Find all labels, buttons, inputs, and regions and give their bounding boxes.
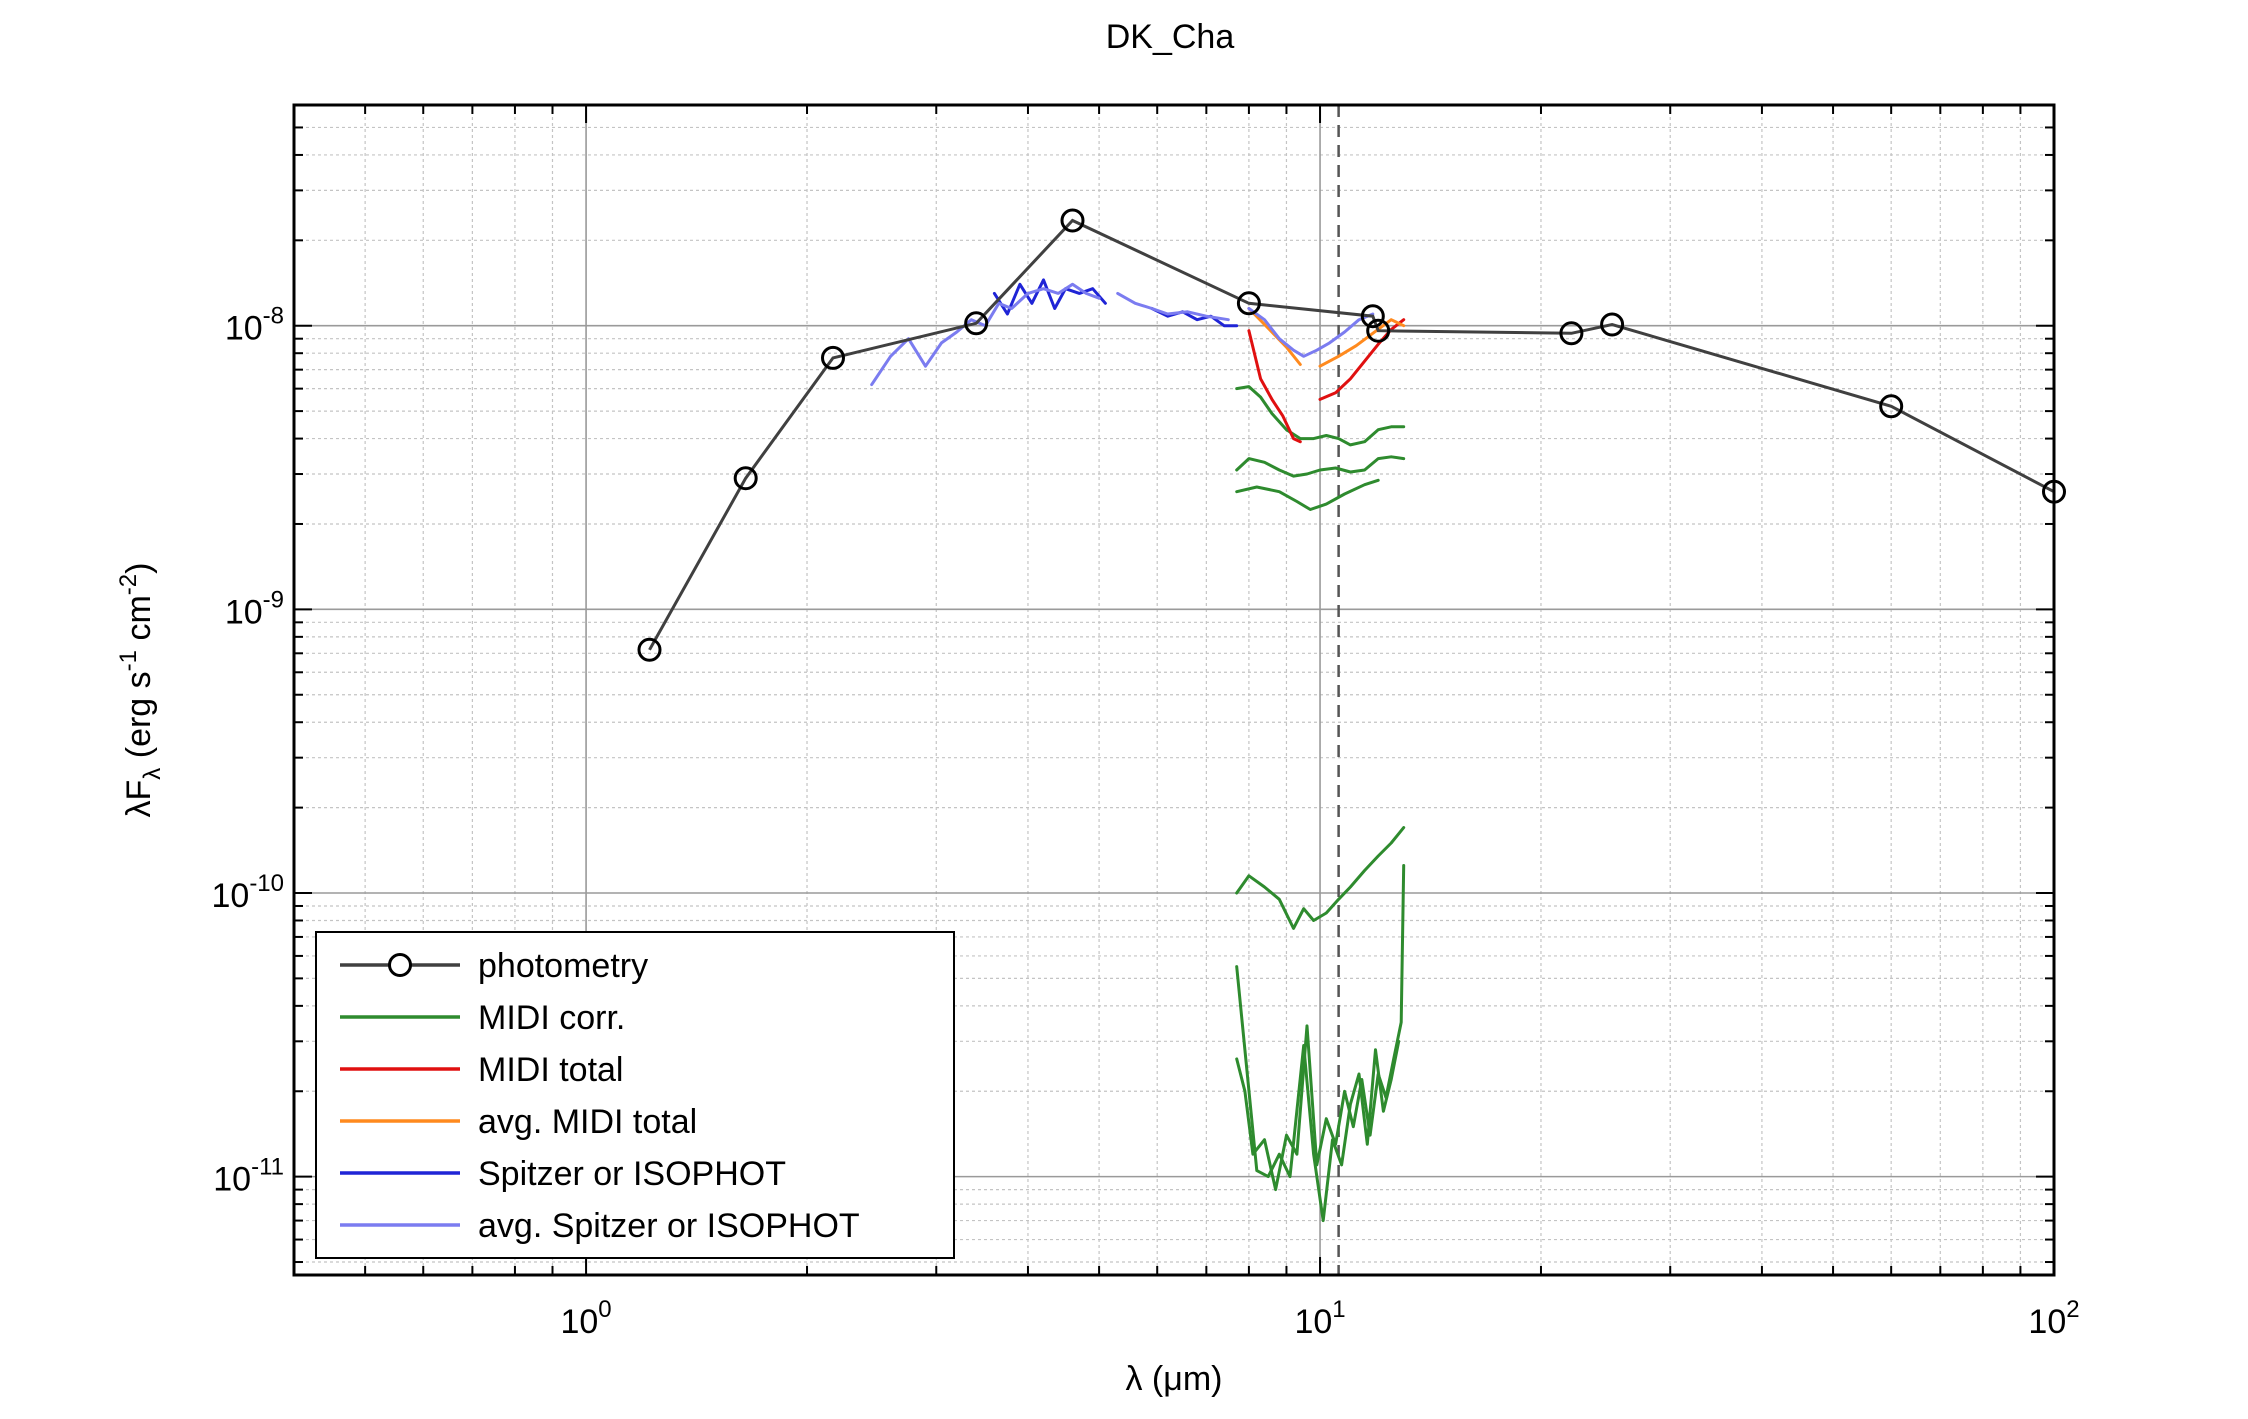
series-line-avg-spitzer-or-isophot — [870, 282, 1101, 387]
legend-box — [315, 931, 955, 1259]
plot-content — [637, 105, 2066, 1275]
point-photometry — [1879, 394, 1904, 419]
point-photometry — [1236, 291, 1261, 316]
point-photometry — [1366, 318, 1391, 343]
plot-frame — [292, 103, 2056, 1277]
series-line-avg-spitzer-or-isophot — [1247, 307, 1375, 358]
point-photometry — [821, 345, 845, 370]
legend-label-spitzer-or-isophot: Spitzer or ISOPHOT — [478, 1155, 786, 1193]
point-photometry — [1060, 208, 1085, 233]
x-tick-label: 102 — [2028, 1296, 2079, 1341]
series-line-photometry — [648, 218, 2055, 651]
series-line-avg-midi-total — [1318, 318, 1406, 368]
series-line-avg-spitzer-or-isophot — [1116, 291, 1230, 322]
x-tick-labels: 100 101 102 — [560, 1296, 2079, 1341]
series-line-spitzer-or-isophot — [992, 278, 1107, 316]
y-tick-label: 10-8 — [225, 303, 284, 348]
x-tick-label: 101 — [1294, 1296, 1345, 1341]
grid-major — [294, 105, 2054, 1275]
y-tick-label: 10-10 — [211, 870, 284, 915]
y-tick-label: 10-11 — [213, 1154, 284, 1199]
legend-label-midi-corr: MIDI corr. — [478, 999, 625, 1037]
legend-label-midi-total: MIDI total — [478, 1051, 623, 1089]
series-line-midi-corr — [1235, 864, 1406, 1192]
point-photometry — [1559, 321, 1584, 346]
legend-marker-photometry — [388, 953, 412, 977]
series-line-midi-corr — [1235, 965, 1401, 1223]
point-photometry — [1600, 312, 1625, 337]
point-photometry — [637, 637, 662, 662]
y-tick-label: 10-9 — [225, 586, 284, 631]
series-line-midi-total — [1247, 329, 1302, 444]
x-axis-label: λ (μm) — [1125, 1360, 1222, 1398]
axis-ticks — [293, 104, 2055, 1275]
chart-title: DK_Cha — [1106, 18, 1235, 56]
point-photometry — [964, 311, 989, 336]
series-line-midi-corr — [1235, 385, 1406, 447]
y-tick-labels: 10-11 10-10 10-9 10-8 — [211, 303, 284, 1199]
point-photometry — [1360, 304, 1385, 329]
legend-label-avg-spitzer-or-isophot: avg. Spitzer or ISOPHOT — [478, 1207, 860, 1245]
legend: photometry MIDI corr. MIDI total avg. MIDI … — [315, 931, 955, 1259]
legend-label-photometry: photometry — [478, 947, 648, 985]
point-photometry — [733, 466, 758, 491]
series-line-spitzer-or-isophot — [1150, 307, 1239, 328]
series-line-midi-corr — [1235, 478, 1380, 511]
grid-minor — [294, 105, 2054, 1275]
legend-label-avg-midi-total: avg. MIDI total — [478, 1103, 697, 1141]
x-tick-label: 100 — [560, 1296, 611, 1341]
y-axis-label: λFλ (erg s-1 cm-2) — [115, 563, 166, 818]
series-line-midi-corr — [1235, 826, 1406, 930]
series-line-midi-corr — [1235, 455, 1406, 478]
